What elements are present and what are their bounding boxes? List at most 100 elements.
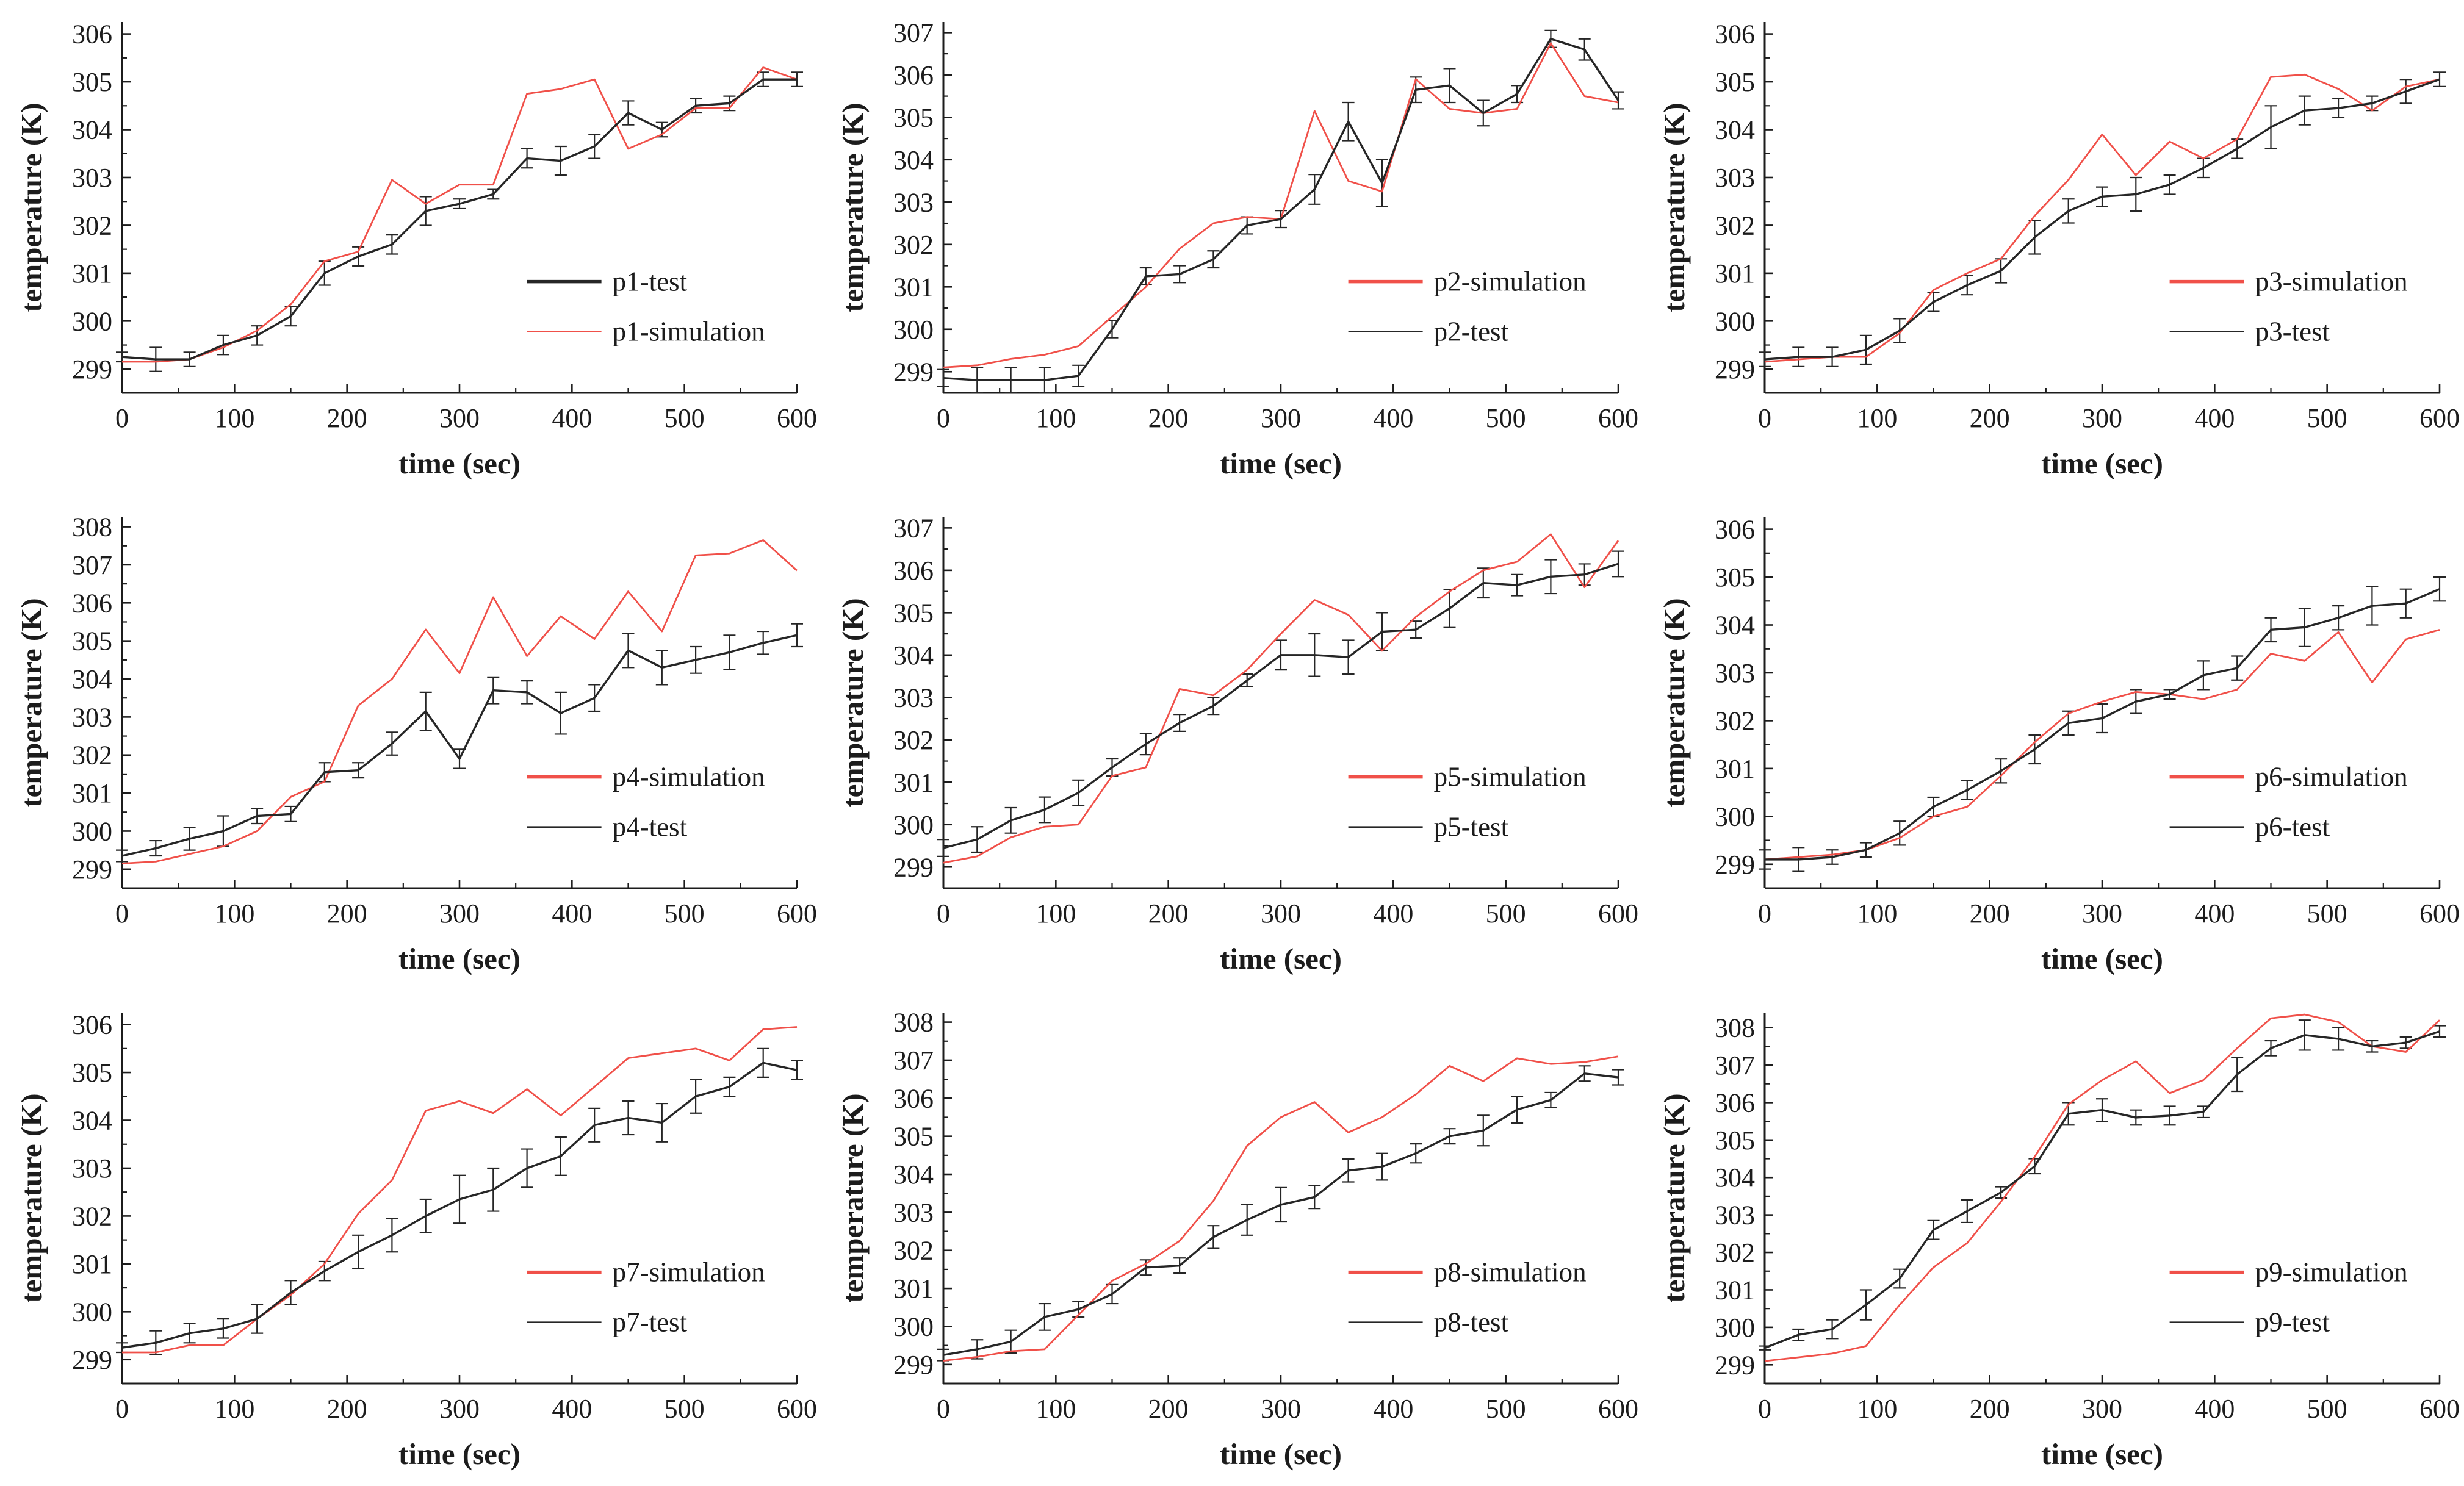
chart-cell-p7: 0 100 200 300 400 500 600 299 300 301 302 303 304 305… <box>0 991 821 1486</box>
x-tick-label: 600 <box>2419 899 2460 928</box>
y-tick-label: 300 <box>1715 1313 1755 1343</box>
legend-label-p2-simulation: p2-simulation <box>1434 267 1587 297</box>
y-tick-label: 299 <box>893 1350 934 1380</box>
chart-cell-p6: 0 100 200 300 400 500 600 299 300 301 302 303 304 305… <box>1643 495 2464 991</box>
legend-p9: p9-simulation p9-test <box>2169 1257 2408 1338</box>
axes-p4: 0 100 200 300 400 500 600 299 300 301 302 303 304 305… <box>15 512 817 975</box>
y-tick-label: 306 <box>72 20 112 49</box>
x-tick-label: 400 <box>1373 1394 1413 1424</box>
x-tick-label: 300 <box>439 899 480 928</box>
axes-p9: 0 100 200 300 400 500 600 299 300 301 302 303 304 305… <box>1657 1013 2460 1471</box>
y-tick-label: 303 <box>72 702 112 732</box>
chart-p3: 0 100 200 300 400 500 600 299 300 301 302 303 304 305… <box>1657 20 2460 480</box>
y-tick-label: 308 <box>72 512 112 542</box>
y-tick-label: 299 <box>1715 1350 1755 1380</box>
chart-cell-p8: 0 100 200 300 400 500 600 299 300 301 302 303 304 305… <box>821 991 1643 1486</box>
error-bars-p3 <box>1759 71 2446 367</box>
series-line-p7-simulation <box>122 1026 798 1354</box>
x-tick-label: 300 <box>1261 1394 1301 1424</box>
series-line-p2-test <box>943 38 1619 381</box>
y-tick-label: 301 <box>72 1249 112 1279</box>
x-tick-label: 600 <box>1598 899 1638 928</box>
x-tick-label: 200 <box>1148 1394 1189 1424</box>
y-tick-label: 299 <box>893 852 934 882</box>
y-tick-label: 303 <box>1715 1201 1755 1230</box>
x-tick-label: 300 <box>1261 403 1301 433</box>
y-tick-label: 305 <box>893 1122 934 1152</box>
y-tick-label: 305 <box>1715 67 1755 97</box>
legend-label-p6-simulation: p6-simulation <box>2255 762 2408 792</box>
y-axis-label: temperature (K) <box>15 1093 48 1302</box>
x-tick-label: 0 <box>115 403 129 433</box>
legend-label-p7-test: p7-test <box>613 1307 688 1338</box>
error-bars-p8 <box>937 1065 1624 1362</box>
x-tick-label: 100 <box>214 403 254 433</box>
x-tick-label: 200 <box>327 899 367 928</box>
x-tick-label: 400 <box>552 899 592 928</box>
axes-p3: 0 100 200 300 400 500 600 299 300 301 302 303 304 305… <box>1657 20 2460 480</box>
y-tick-label: 300 <box>893 1312 934 1341</box>
y-tick-label: 304 <box>893 641 934 670</box>
series-line-p5-test <box>943 562 1619 849</box>
y-tick-label: 299 <box>72 1345 112 1375</box>
series-line-p3-test <box>1764 78 2440 361</box>
y-tick-label: 304 <box>1715 611 1755 641</box>
y-tick-label: 303 <box>72 1154 112 1183</box>
error-bars-p6 <box>1759 576 2446 872</box>
legend-p8: p8-simulation p8-test <box>1348 1257 1587 1338</box>
chart-cell-p9: 0 100 200 300 400 500 600 299 300 301 302 303 304 305… <box>1643 991 2464 1486</box>
x-tick-label: 100 <box>1857 899 1897 928</box>
legend-label-p4-test: p4-test <box>613 812 688 842</box>
x-tick-label: 400 <box>2194 899 2235 928</box>
x-tick-label: 200 <box>1148 899 1189 928</box>
y-tick-label: 306 <box>1715 515 1755 545</box>
y-axis-label: temperature (K) <box>1657 1093 1691 1302</box>
legend-p6: p6-simulation p6-test <box>2169 762 2408 842</box>
legend-label-p4-simulation: p4-simulation <box>613 762 765 792</box>
legend-p1: p1-test p1-simulation <box>527 267 765 347</box>
y-tick-label: 303 <box>893 187 934 217</box>
legend-label-p8-simulation: p8-simulation <box>1434 1257 1587 1288</box>
series-line-p9-test <box>1764 1030 2440 1349</box>
x-tick-label: 300 <box>439 403 480 433</box>
y-tick-label: 306 <box>1715 20 1755 49</box>
y-tick-label: 301 <box>1715 754 1755 784</box>
x-tick-label: 0 <box>115 899 129 928</box>
legend-label-p2-test: p2-test <box>1434 317 1509 347</box>
series-line-p4-test <box>121 634 798 857</box>
error-bars-p2 <box>937 29 1624 394</box>
x-tick-label: 600 <box>777 403 817 433</box>
chart-cell-p2: 0 100 200 300 400 500 600 299 300 301 302 303 304 305… <box>821 0 1643 495</box>
x-tick-label: 100 <box>214 1394 254 1424</box>
x-tick-label: 600 <box>777 899 817 928</box>
legend-label-p9-simulation: p9-simulation <box>2255 1257 2408 1288</box>
x-tick-label: 0 <box>1758 403 1771 433</box>
chart-cell-p4: 0 100 200 300 400 500 600 299 300 301 302 303 304 305… <box>0 495 821 991</box>
y-tick-label: 303 <box>1715 163 1755 193</box>
y-axis-label: temperature (K) <box>15 598 48 807</box>
legend-label-p8-test: p8-test <box>1434 1307 1509 1338</box>
error-bars-p9 <box>1759 1019 2446 1351</box>
y-tick-label: 300 <box>893 810 934 840</box>
x-tick-label: 400 <box>2194 1394 2235 1424</box>
y-tick-label: 300 <box>1715 306 1755 336</box>
x-tick-label: 0 <box>115 1394 129 1424</box>
legend-p3: p3-simulation p3-test <box>2169 267 2408 347</box>
x-tick-label: 500 <box>2307 403 2347 433</box>
y-tick-label: 302 <box>72 741 112 770</box>
chart-p7: 0 100 200 300 400 500 600 299 300 301 302 303 304 305… <box>15 1010 817 1471</box>
legend-p4: p4-simulation p4-test <box>527 762 765 842</box>
y-tick-label: 307 <box>893 513 934 543</box>
x-tick-label: 500 <box>2307 1394 2347 1424</box>
x-axis-label: time (sec) <box>1220 942 1342 975</box>
x-axis-label: time (sec) <box>2041 447 2163 480</box>
legend-label-p5-test: p5-test <box>1434 812 1509 842</box>
y-tick-label: 304 <box>72 115 112 145</box>
x-tick-label: 400 <box>2194 403 2235 433</box>
x-tick-label: 600 <box>1598 403 1638 433</box>
legend-label-p6-test: p6-test <box>2255 812 2330 842</box>
x-tick-label: 600 <box>2419 1394 2460 1424</box>
x-tick-label: 400 <box>1373 899 1413 928</box>
legend-label-p5-simulation: p5-simulation <box>1434 762 1587 792</box>
